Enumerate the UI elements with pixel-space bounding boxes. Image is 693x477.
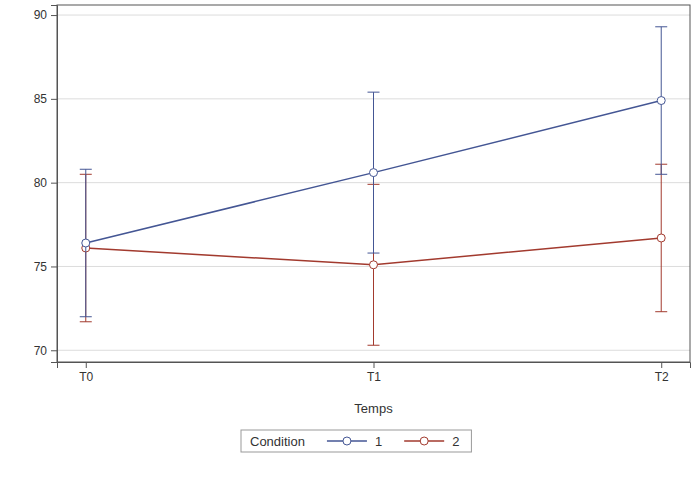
legend: Condition 1 2 [241, 430, 471, 452]
y-tick-label: 80 [34, 176, 48, 190]
y-tick: 75 [34, 260, 57, 274]
x-tick-mark [374, 362, 375, 368]
error-bar-cap [368, 345, 380, 346]
chart: 70 75 80 85 90 T0 T1 T2 Temps Condition 1 2 [0, 0, 693, 477]
y-tick-mark [51, 99, 57, 100]
plot-frame [57, 5, 690, 362]
error-bar-cap [368, 92, 380, 93]
y-tick-label: 90 [34, 8, 48, 22]
x-tick: T0 [79, 362, 93, 384]
y-axis: 70 75 80 85 90 [34, 6, 58, 363]
y-tick: 90 [34, 8, 57, 22]
y-tick-label: 85 [34, 92, 48, 106]
point [370, 261, 378, 269]
legend-title: Condition [250, 434, 305, 449]
y-tick-label: 70 [34, 344, 48, 358]
x-tick: T1 [367, 362, 381, 384]
error-bar-cap [655, 26, 667, 27]
point [370, 169, 378, 177]
plot-area [57, 5, 690, 362]
x-tick-label: T1 [367, 370, 381, 384]
x-axis-line [58, 363, 691, 369]
series [80, 27, 667, 317]
error-bar-cap [80, 321, 92, 322]
grid-line [57, 15, 690, 16]
legend-box [241, 430, 471, 452]
x-axis-title: Temps [354, 401, 393, 416]
x-tick-label: T0 [79, 370, 93, 384]
error-bar-cap [655, 311, 667, 312]
point [657, 234, 665, 242]
legend-label: 2 [452, 434, 459, 449]
y-tick-mark [51, 266, 57, 267]
legend-marker [343, 437, 351, 445]
legend-label: 1 [375, 434, 382, 449]
x-tick: T2 [655, 362, 669, 384]
x-tick-mark [86, 362, 87, 368]
point [657, 97, 665, 105]
error-bar-cap [80, 169, 92, 170]
legend-marker [420, 437, 428, 445]
error-bar [655, 27, 667, 174]
y-tick: 70 [34, 344, 57, 358]
y-tick: 80 [34, 176, 57, 190]
y-tick-mark [51, 15, 57, 16]
error-bar [80, 169, 92, 316]
error-bar-cap [368, 253, 380, 254]
point [82, 239, 90, 247]
x-tick-label: T2 [655, 370, 669, 384]
error-bar-cap [80, 316, 92, 317]
error-bar [368, 92, 380, 253]
x-tick-mark [661, 362, 662, 368]
y-tick-label: 75 [34, 260, 48, 274]
marks [80, 27, 667, 345]
y-tick-mark [51, 350, 57, 351]
error-bar [655, 164, 667, 311]
y-tick-mark [51, 183, 57, 184]
error-bar-cap [655, 174, 667, 175]
y-tick: 85 [34, 92, 57, 106]
x-axis: T0 T1 T2 [58, 362, 691, 384]
grid [57, 15, 690, 350]
grid-line [57, 350, 690, 351]
